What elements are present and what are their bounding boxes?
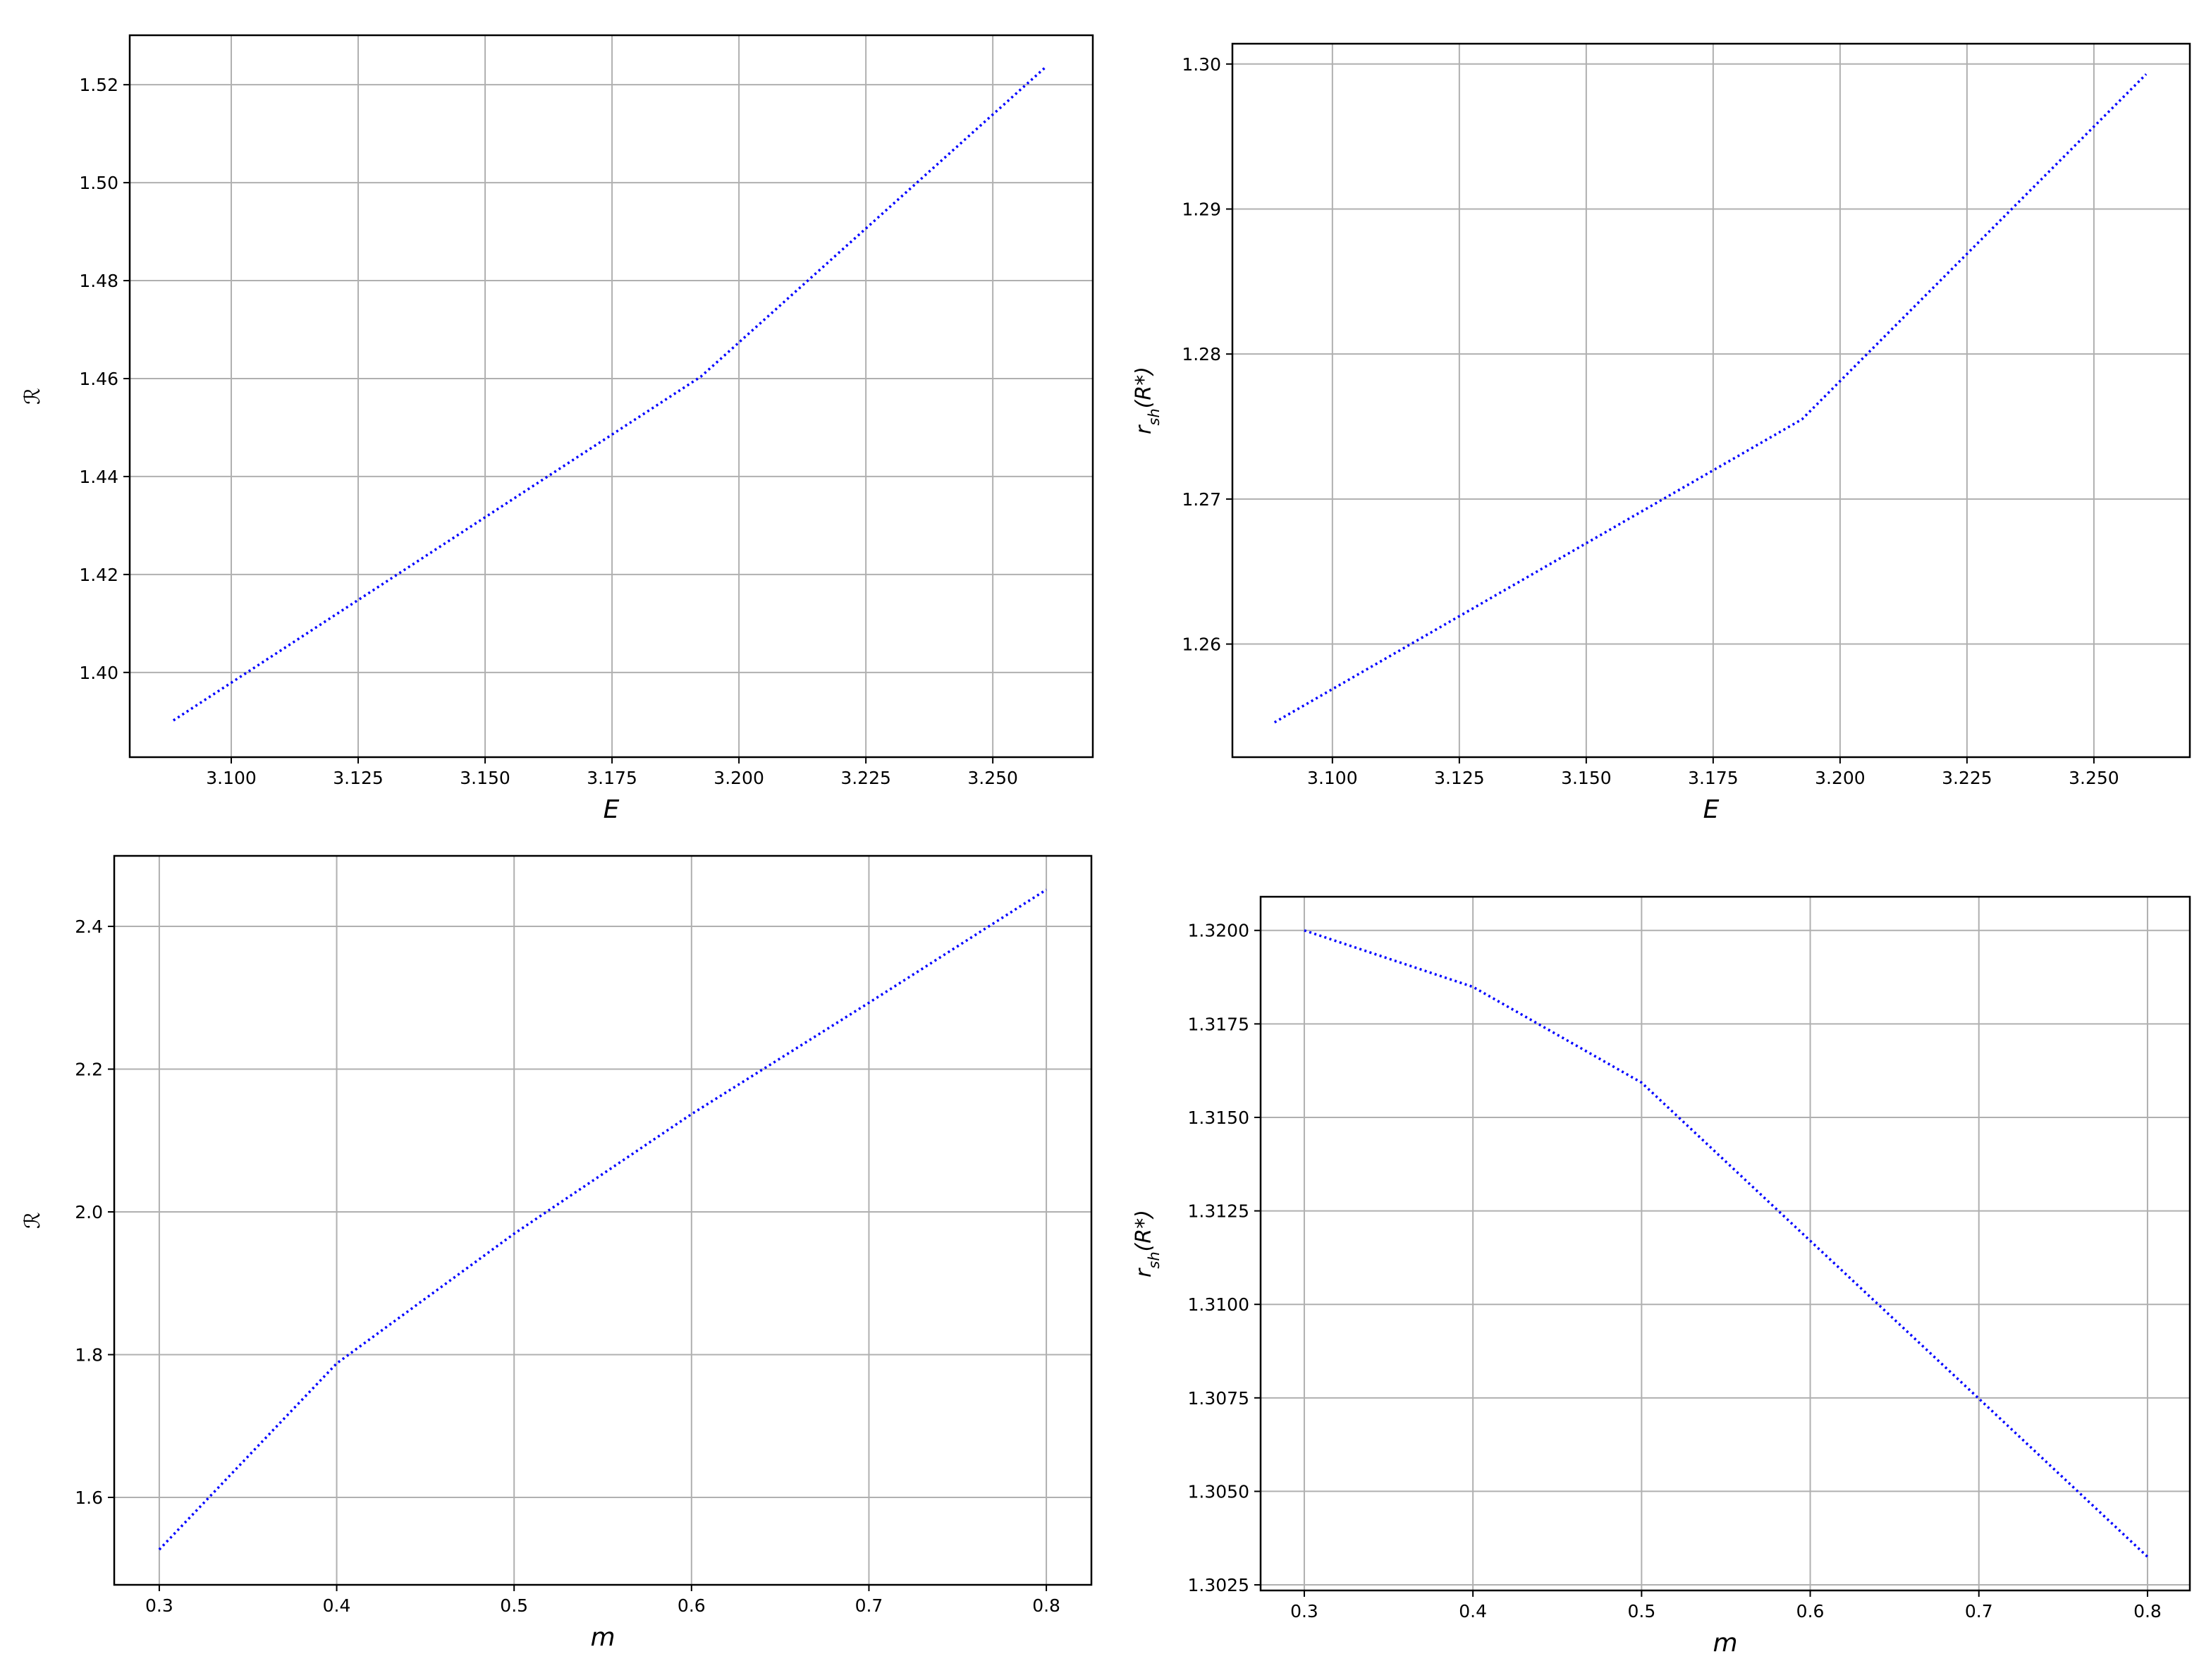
y-tick-label: 1.26 <box>1182 634 1221 655</box>
y-tick-label: 1.46 <box>79 369 118 389</box>
y-axis-label: rsh(R*) <box>1132 367 1163 434</box>
y-tick-label: 1.8 <box>75 1344 103 1365</box>
x-tick-label: 3.125 <box>333 768 384 788</box>
y-axis-label-part: ℛ <box>20 1212 45 1229</box>
y-tick-label: 2.2 <box>75 1060 103 1080</box>
chart: 0.3 0.4 0.5 0.6 0.7 0.8 1.3025 1.3050 1.3075 1.31… <box>1132 895 2191 1657</box>
y-tick-label: 1.3075 <box>1188 1388 1249 1409</box>
y-axis-label-part: (R*) <box>1132 1210 1156 1251</box>
y-tick-label: 1.3200 <box>1188 921 1249 941</box>
x-tick-label: 3.200 <box>713 768 764 788</box>
y-axis-label-part: r <box>1132 1268 1156 1277</box>
x-tick-label: 3.200 <box>1815 768 1866 788</box>
data-line <box>158 888 1048 1551</box>
y-tick-label: 1.6 <box>75 1488 103 1508</box>
y-axis-label-part: sh <box>1146 408 1163 425</box>
plot-frame <box>1231 42 2191 759</box>
y-tick-label: 1.3150 <box>1188 1108 1249 1128</box>
chart: 3.100 3.125 3.150 3.175 3.200 3.225 3.250 1.26 1… <box>1132 42 2191 824</box>
x-tick-label: 3.225 <box>1942 768 1992 788</box>
y-tick-label: 1.29 <box>1182 199 1221 219</box>
x-tick-label: 0.4 <box>323 1595 351 1616</box>
y-axis-label: ℛ <box>20 388 45 405</box>
x-tick-label: 3.100 <box>1307 768 1358 788</box>
y-tick-label: 1.27 <box>1182 489 1221 510</box>
y-axis-label: ℛ <box>20 1212 45 1229</box>
y-axis-label: rsh(R*) <box>1132 1210 1163 1277</box>
y-tick-label: 1.42 <box>79 565 118 585</box>
x-tick-label: 0.7 <box>1965 1601 1993 1621</box>
data-line <box>172 66 1046 722</box>
y-axis-label-part: sh <box>1146 1251 1163 1268</box>
y-axis-label-part: (R*) <box>1132 367 1156 408</box>
y-tick-label: 2.4 <box>75 916 103 937</box>
y-tick-label: 1.40 <box>79 663 118 683</box>
y-axis-label-part: ℛ <box>20 388 45 405</box>
y-tick-label: 1.3025 <box>1188 1575 1249 1595</box>
x-tick-label: 0.5 <box>500 1595 528 1616</box>
y-axis-label-part: r <box>1132 424 1156 434</box>
x-tick-label: 0.3 <box>145 1595 173 1616</box>
y-tick-label: 1.52 <box>79 75 118 95</box>
x-tick-label: 3.150 <box>1561 768 1612 788</box>
y-tick-label: 1.3125 <box>1188 1201 1249 1222</box>
x-tick-label: 3.100 <box>206 768 257 788</box>
y-tick-label: 1.44 <box>79 467 118 487</box>
y-tick-label: 1.3050 <box>1188 1481 1249 1502</box>
x-tick-label: 0.8 <box>2133 1601 2162 1621</box>
y-tick-label: 1.50 <box>79 173 118 193</box>
x-tick-label: 0.8 <box>1032 1595 1060 1616</box>
x-axis-label: m <box>590 1623 615 1652</box>
x-tick-label: 3.250 <box>2069 768 2119 788</box>
y-tick-label: 2.0 <box>75 1202 103 1222</box>
x-tick-label: 3.125 <box>1434 768 1485 788</box>
x-tick-label: 0.5 <box>1627 1601 1655 1621</box>
x-tick-label: 0.4 <box>1459 1601 1487 1621</box>
y-tick-label: 1.3100 <box>1188 1294 1249 1315</box>
x-tick-label: 3.225 <box>840 768 891 788</box>
y-tick-label: 1.3175 <box>1188 1014 1249 1034</box>
x-tick-label: 0.3 <box>1290 1601 1318 1621</box>
plot-frame <box>113 854 1093 1586</box>
y-tick-label: 1.48 <box>79 271 118 291</box>
plot-frame <box>128 34 1094 759</box>
x-tick-label: 0.6 <box>678 1595 706 1616</box>
chart: 0.3 0.4 0.5 0.6 0.7 0.8 1.6 1.8 2.0 2.2 2.4 m ℛ <box>20 854 1093 1652</box>
x-axis-label: E <box>1703 795 1720 824</box>
plot-frame <box>1259 895 2191 1592</box>
x-axis-label: m <box>1713 1629 1737 1657</box>
x-tick-label: 0.6 <box>1796 1601 1825 1621</box>
data-line <box>1304 929 2149 1558</box>
x-axis-label: E <box>604 795 620 824</box>
x-tick-label: 3.175 <box>587 768 637 788</box>
x-tick-label: 0.7 <box>855 1595 883 1616</box>
data-line <box>1273 73 2148 724</box>
chart: 3.100 3.125 3.150 3.175 3.200 3.225 3.250 1.40 1… <box>20 34 1094 824</box>
x-tick-label: 3.150 <box>460 768 510 788</box>
x-tick-label: 3.250 <box>967 768 1018 788</box>
x-tick-label: 3.175 <box>1688 768 1739 788</box>
y-tick-label: 1.30 <box>1182 54 1221 75</box>
y-tick-label: 1.28 <box>1182 344 1221 364</box>
